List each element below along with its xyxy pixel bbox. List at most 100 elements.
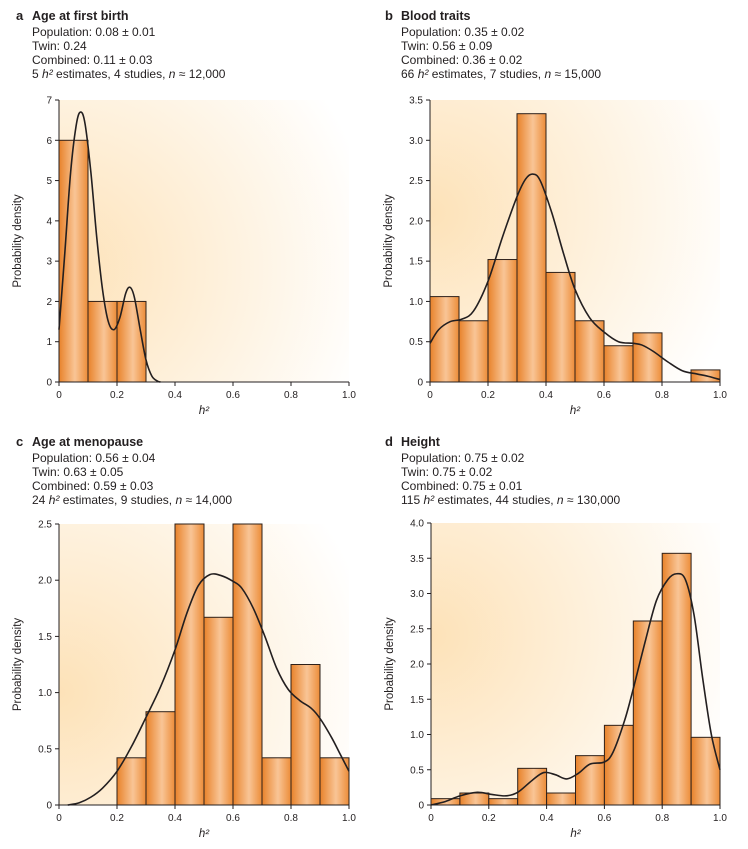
x-tick-label: 1.0 xyxy=(342,390,356,401)
x-tick-label: 0 xyxy=(427,390,433,401)
summary-count: 115 xyxy=(401,493,421,507)
y-axis-label: Probability density xyxy=(384,617,396,711)
histogram-bar xyxy=(319,757,350,806)
summary-count: 24 xyxy=(32,493,46,507)
panel-letter: c xyxy=(16,434,24,449)
y-tick-label: 2.0 xyxy=(410,660,424,671)
y-tick-label: 1.0 xyxy=(410,730,424,741)
histogram-bar xyxy=(232,523,263,806)
y-tick-label: 4 xyxy=(46,216,52,227)
x-axis-label: h² xyxy=(570,405,581,417)
x-tick-label: 0.2 xyxy=(482,813,496,824)
summary-n: ≈ 14,000 xyxy=(185,493,233,507)
histogram-bar xyxy=(516,113,547,383)
histogram-bar xyxy=(203,616,234,806)
y-tick-label: 1 xyxy=(46,337,52,348)
x-tick-label: 1.0 xyxy=(713,390,727,401)
y-tick-label: 3.5 xyxy=(410,554,424,565)
stat-population: Population: 0.08 ± 0.01 xyxy=(32,25,156,39)
histogram-bar xyxy=(603,724,634,806)
y-tick-label: 0.5 xyxy=(410,765,424,776)
y-tick-label: 2 xyxy=(46,297,52,308)
histogram-bar xyxy=(145,711,176,806)
stat-twin: Twin: 0.63 ± 0.05 xyxy=(32,465,124,479)
h2-symbol: h² xyxy=(48,493,60,507)
histogram-bar xyxy=(546,792,576,806)
panel-title: b Blood traits xyxy=(385,8,601,24)
x-axis-label: h² xyxy=(199,828,210,840)
x-tick-label: 0.2 xyxy=(110,390,124,401)
panel-title-text: Blood traits xyxy=(401,9,471,23)
histogram-bar xyxy=(632,620,663,806)
stat-twin: Twin: 0.56 ± 0.09 xyxy=(401,39,493,53)
stat-combined: Combined: 0.75 ± 0.01 xyxy=(401,479,523,493)
panel-letter: a xyxy=(16,8,24,23)
y-tick-label: 3.0 xyxy=(409,136,423,147)
histogram-bar xyxy=(261,757,292,806)
density-curve xyxy=(429,173,721,381)
n-symbol: n xyxy=(544,67,552,81)
y-tick-label: 2.5 xyxy=(38,520,52,531)
histogram-bar xyxy=(87,300,118,383)
x-tick-label: 0.8 xyxy=(284,813,298,824)
panel-stats: Population: 0.56 ± 0.04 Twin: 0.63 ± 0.0… xyxy=(32,451,232,507)
y-tick-label: 2.5 xyxy=(409,176,423,187)
y-tick-label: 0 xyxy=(418,801,424,812)
summary-n: ≈ 130,000 xyxy=(566,493,621,507)
panel-title: c Age at menopause xyxy=(16,434,232,450)
stat-population: Population: 0.35 ± 0.02 xyxy=(401,25,525,39)
chart-panel-c: 0 0.5 1.0 1.5 2.0 2.5 0 0.2 0.4 0.6 0.8 1.0 h² Probab… xyxy=(12,520,356,841)
stat-population: Population: 0.56 ± 0.04 xyxy=(32,451,156,465)
histogram-bar xyxy=(458,320,489,383)
histogram-bar xyxy=(487,259,518,383)
panel-c-header: c Age at menopause Population: 0.56 ± 0.0… xyxy=(16,434,232,507)
stat-summary: 66 h² estimates, 7 studies, n ≈ 15,000 xyxy=(401,67,601,81)
panel-letter: d xyxy=(385,434,393,449)
y-tick-label: 3.5 xyxy=(409,96,423,107)
stat-twin: Twin: 0.75 ± 0.02 xyxy=(401,465,493,479)
h2-symbol: h² xyxy=(417,67,429,81)
y-tick-label: 1.0 xyxy=(38,688,52,699)
y-axis-label: Probability density xyxy=(12,194,24,288)
histogram-bar xyxy=(632,332,663,383)
stat-combined: Combined: 0.59 ± 0.03 xyxy=(32,479,154,493)
y-tick-label: 1.0 xyxy=(409,297,423,308)
y-tick-label: 0.5 xyxy=(38,744,52,755)
stat-combined: Combined: 0.11 ± 0.03 xyxy=(32,53,153,67)
summary-rest: estimates, 4 studies, xyxy=(52,67,169,81)
y-tick-label: 1.5 xyxy=(409,257,423,268)
density-curve xyxy=(430,572,721,806)
y-tick-label: 6 xyxy=(46,136,52,147)
chart-panel-b: 0 0.5 1.0 1.5 2.0 2.5 3.0 3.5 0 0.2 0.4 0.6 0.8 1.0 h²… xyxy=(383,96,727,418)
stat-summary: 5 h² estimates, 4 studies, n ≈ 12,000 xyxy=(32,67,225,81)
histogram-bar xyxy=(574,320,605,383)
y-tick-label: 2.0 xyxy=(409,216,423,227)
y-tick-label: 4.0 xyxy=(410,519,424,530)
panel-stats: Population: 0.35 ± 0.02 Twin: 0.56 ± 0.0… xyxy=(401,25,601,81)
panel-title-text: Age at first birth xyxy=(32,9,129,23)
y-tick-label: 0 xyxy=(46,801,52,812)
n-symbol: n xyxy=(175,493,183,507)
y-tick-label: 0 xyxy=(46,378,52,389)
x-tick-label: 0 xyxy=(428,813,434,824)
x-tick-label: 0.4 xyxy=(540,813,554,824)
x-tick-label: 0.2 xyxy=(481,390,495,401)
panel-title: d Height xyxy=(385,434,620,450)
y-tick-label: 1.5 xyxy=(410,695,424,706)
h2-symbol: h² xyxy=(423,493,435,507)
x-tick-label: 0.2 xyxy=(110,813,124,824)
histogram-bar xyxy=(290,664,321,806)
x-tick-label: 0.6 xyxy=(226,813,240,824)
density-curve xyxy=(67,573,350,806)
h2-symbol: h² xyxy=(42,67,53,81)
histogram-bar xyxy=(545,271,576,383)
summary-count: 5 xyxy=(32,67,39,81)
x-tick-label: 1.0 xyxy=(713,813,727,824)
x-tick-label: 0.8 xyxy=(655,390,669,401)
x-tick-label: 0 xyxy=(56,813,62,824)
x-tick-label: 0.6 xyxy=(226,390,240,401)
y-tick-label: 0.5 xyxy=(409,337,423,348)
chart-panel-d: 0 0.5 1.0 1.5 2.0 2.5 3.0 3.5 4.0 0 0.2 0.4 0.6 0.8 1.… xyxy=(384,519,727,841)
y-tick-label: 7 xyxy=(46,96,52,107)
